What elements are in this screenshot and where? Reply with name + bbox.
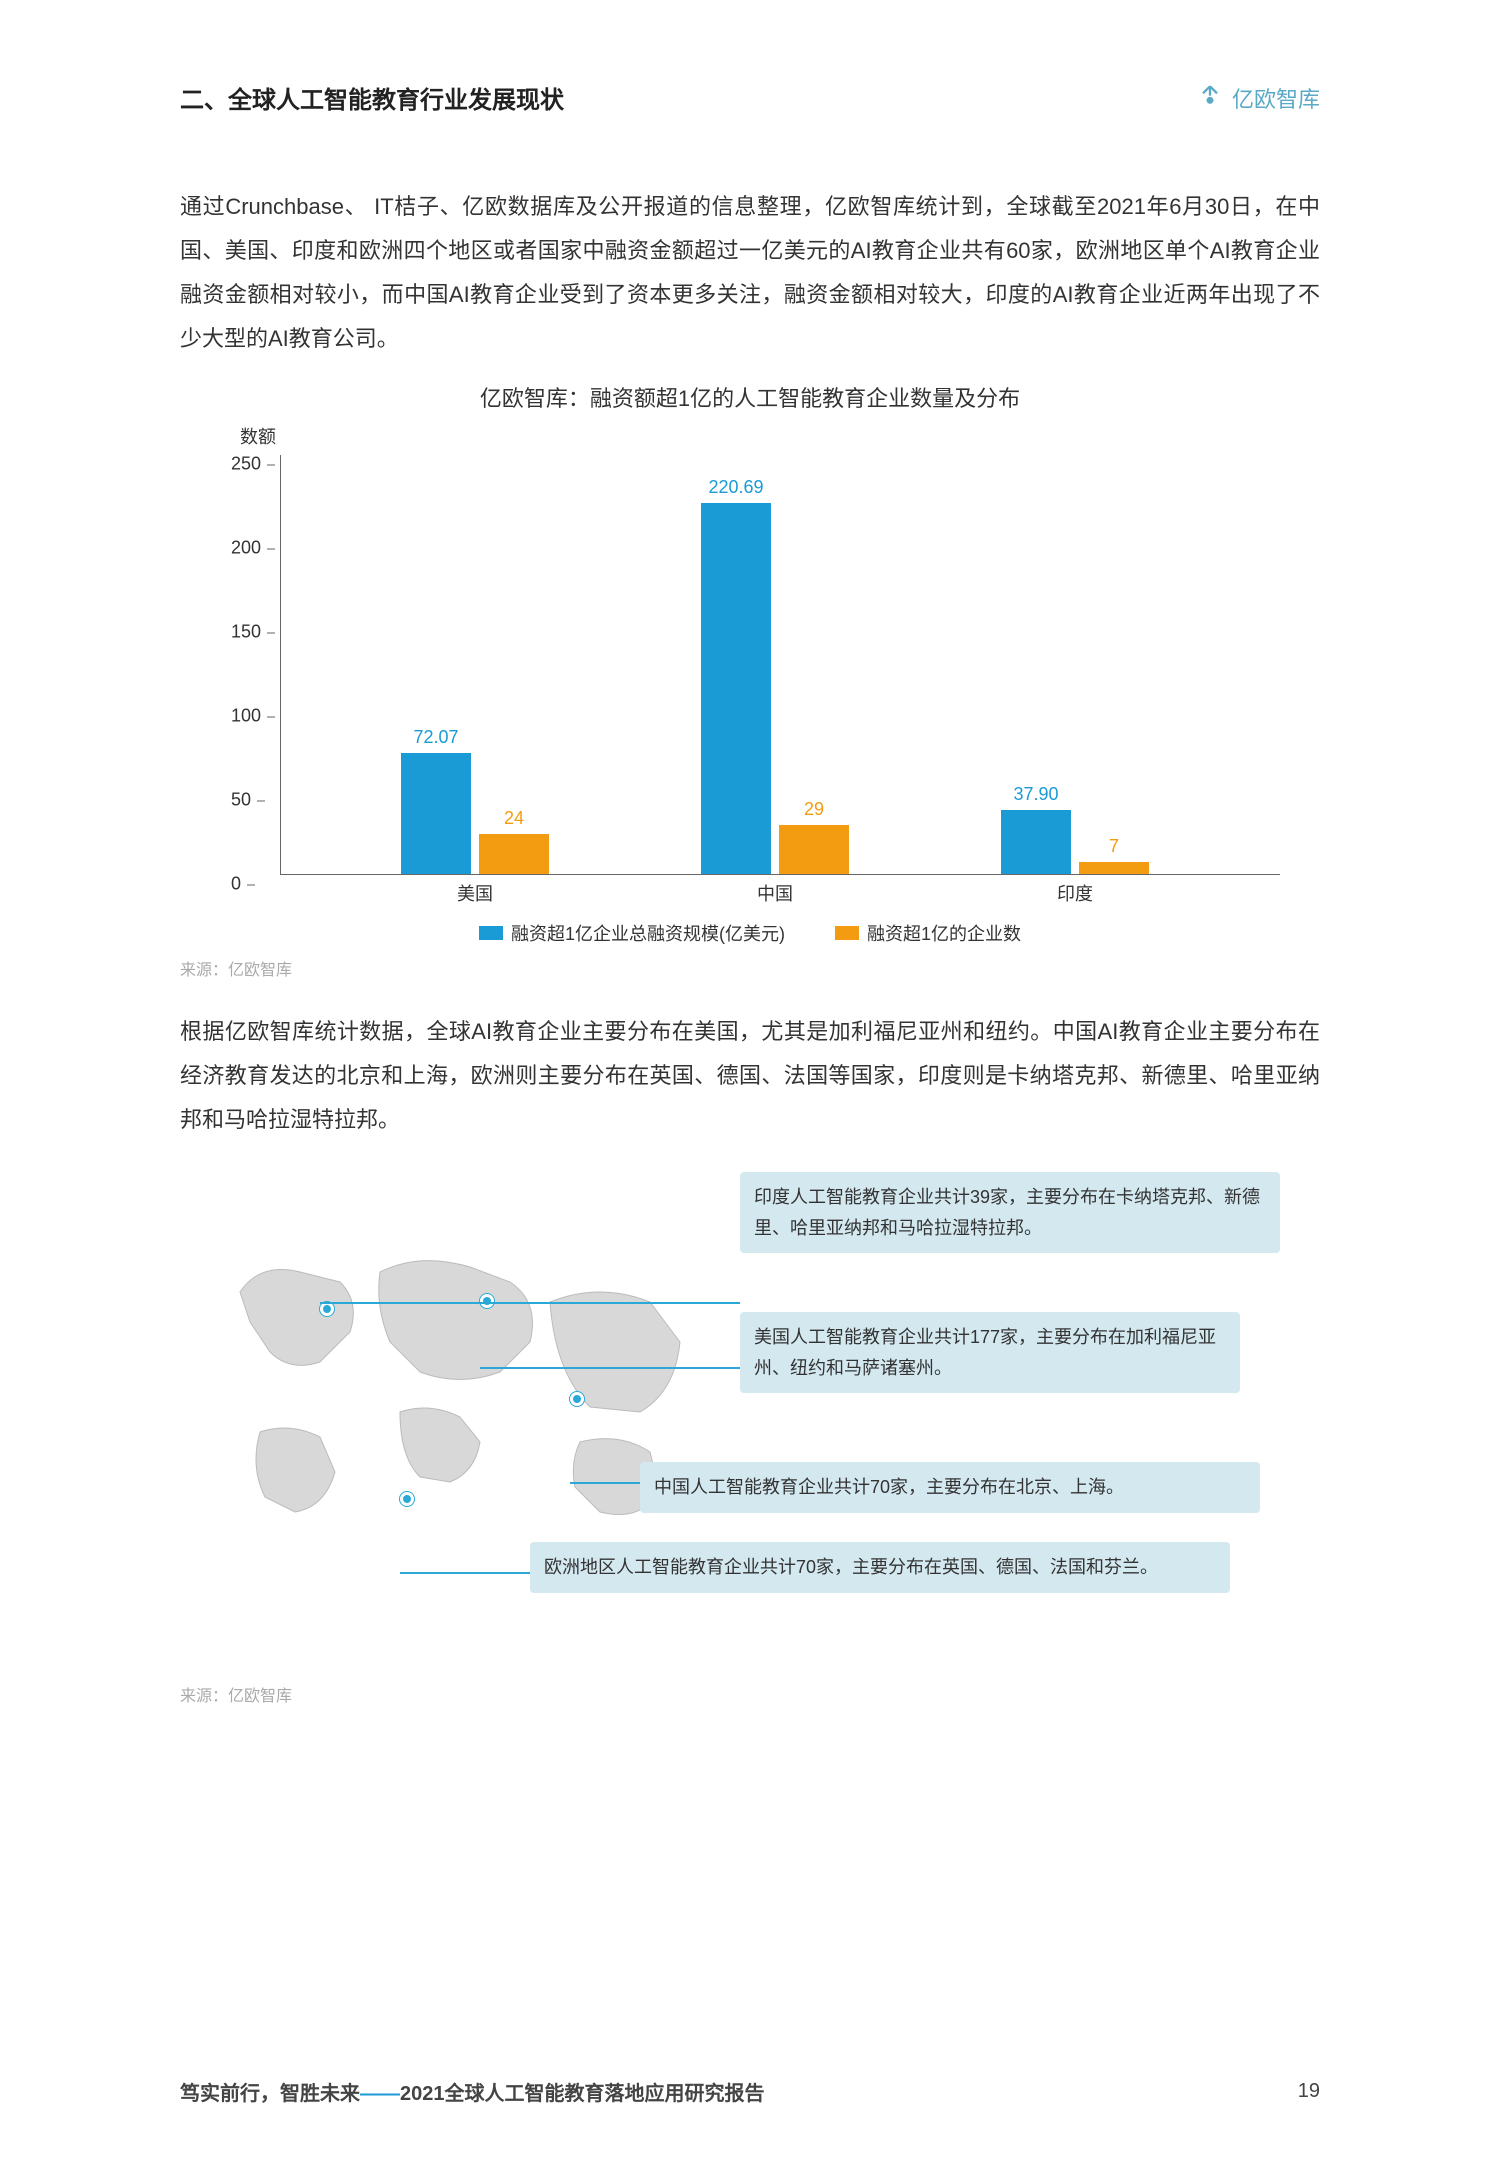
map-callout: 美国人工智能教育企业共计177家，主要分布在加利福尼亚州、纽约和马萨诸塞州。 bbox=[740, 1312, 1240, 1393]
bar-group: 72.0724 bbox=[401, 753, 549, 874]
chart-legend: 融资超1亿企业总融资规模(亿美元) 融资超1亿的企业数 bbox=[220, 920, 1280, 946]
callout-connector bbox=[480, 1367, 740, 1369]
y-tick: 150 bbox=[231, 622, 261, 643]
map-marker-dot bbox=[400, 1492, 414, 1506]
map-marker-dot bbox=[320, 1302, 334, 1316]
header-row: 二、全球人工智能教育行业发展现状 亿欧智库 bbox=[180, 80, 1320, 115]
bar-group: 220.6929 bbox=[701, 503, 849, 874]
bar-chart: 数额 05010015020025072.0724美国220.6929中国37.… bbox=[220, 423, 1280, 946]
callout-connector bbox=[570, 1482, 640, 1484]
bar-value: 7 bbox=[1109, 836, 1119, 857]
x-axis-label: 中国 bbox=[757, 880, 793, 906]
map-callout: 欧洲地区人工智能教育企业共计70家，主要分布在英国、德国、法国和芬兰。 bbox=[530, 1542, 1230, 1593]
brand-logo: 亿欧智库 bbox=[1196, 82, 1320, 114]
bar-group: 37.90 7 bbox=[1001, 810, 1149, 874]
map-callout: 印度人工智能教育企业共计39家，主要分布在卡纳塔克邦、新德里、哈里亚纳邦和马哈拉… bbox=[740, 1172, 1280, 1253]
y-axis-label: 数额 bbox=[240, 423, 1280, 449]
y-tick: 250 bbox=[231, 454, 261, 475]
map-marker-dot bbox=[480, 1294, 494, 1308]
legend-item-1: 融资超1亿企业总融资规模(亿美元) bbox=[479, 920, 785, 946]
x-axis-label: 美国 bbox=[457, 880, 493, 906]
legend-label-1: 融资超1亿企业总融资规模(亿美元) bbox=[511, 920, 785, 946]
callout-connector bbox=[400, 1572, 530, 1574]
y-tick: 100 bbox=[231, 706, 261, 727]
footer-title: 笃实前行，智胜未来——2021全球人工智能教育落地应用研究报告 bbox=[180, 2077, 765, 2106]
chart-source: 来源：亿欧智库 bbox=[180, 956, 1320, 980]
callout-connector bbox=[320, 1302, 740, 1304]
world-map-section: 印度人工智能教育企业共计39家，主要分布在卡纳塔克邦、新德里、哈里亚纳邦和马哈拉… bbox=[180, 1172, 1320, 1672]
bar-series1: 220.69 bbox=[701, 503, 771, 874]
y-tick: 200 bbox=[231, 538, 261, 559]
world-map-graphic bbox=[200, 1212, 720, 1592]
map-source: 来源：亿欧智库 bbox=[180, 1682, 1320, 1706]
bar-series1: 72.07 bbox=[401, 753, 471, 874]
y-tick: 50 bbox=[231, 790, 251, 811]
page-footer: 笃实前行，智胜未来——2021全球人工智能教育落地应用研究报告 19 bbox=[180, 2077, 1320, 2106]
footer-title-part2: 2021全球人工智能教育落地应用研究报告 bbox=[400, 2083, 765, 2105]
bar-series2: 7 bbox=[1079, 862, 1149, 874]
bar-series1: 37.90 bbox=[1001, 810, 1071, 874]
footer-sep: —— bbox=[360, 2083, 400, 2105]
map-marker-dot bbox=[570, 1392, 584, 1406]
bar-value: 220.69 bbox=[708, 477, 763, 498]
logo-text: 亿欧智库 bbox=[1232, 82, 1320, 114]
bar-value: 72.07 bbox=[413, 727, 458, 748]
chart-title: 亿欧智库：融资额超1亿的人工智能教育企业数量及分布 bbox=[180, 381, 1320, 413]
legend-item-2: 融资超1亿的企业数 bbox=[835, 920, 1021, 946]
legend-swatch-2 bbox=[835, 926, 859, 940]
bar-series2: 29 bbox=[779, 825, 849, 874]
y-tick: 0 bbox=[231, 874, 241, 895]
bar-value: 37.90 bbox=[1013, 784, 1058, 805]
paragraph-2: 根据亿欧智库统计数据，全球AI教育企业主要分布在美国，尤其是加利福尼亚州和纽约。… bbox=[180, 1010, 1320, 1142]
page-number: 19 bbox=[1298, 2080, 1320, 2103]
logo-icon bbox=[1196, 84, 1224, 112]
paragraph-1: 通过Crunchbase、 IT桔子、亿欧数据库及公开报道的信息整理，亿欧智库统… bbox=[180, 185, 1320, 361]
footer-title-part1: 笃实前行，智胜未来 bbox=[180, 2083, 360, 2105]
map-callout: 中国人工智能教育企业共计70家，主要分布在北京、上海。 bbox=[640, 1462, 1260, 1513]
legend-swatch-1 bbox=[479, 926, 503, 940]
bar-value: 24 bbox=[504, 808, 524, 829]
legend-label-2: 融资超1亿的企业数 bbox=[867, 920, 1021, 946]
bar-series2: 24 bbox=[479, 834, 549, 874]
section-title: 二、全球人工智能教育行业发展现状 bbox=[180, 80, 564, 115]
bar-value: 29 bbox=[804, 799, 824, 820]
chart-plot-area: 05010015020025072.0724美国220.6929中国37.907… bbox=[280, 455, 1280, 875]
x-axis-label: 印度 bbox=[1057, 880, 1093, 906]
